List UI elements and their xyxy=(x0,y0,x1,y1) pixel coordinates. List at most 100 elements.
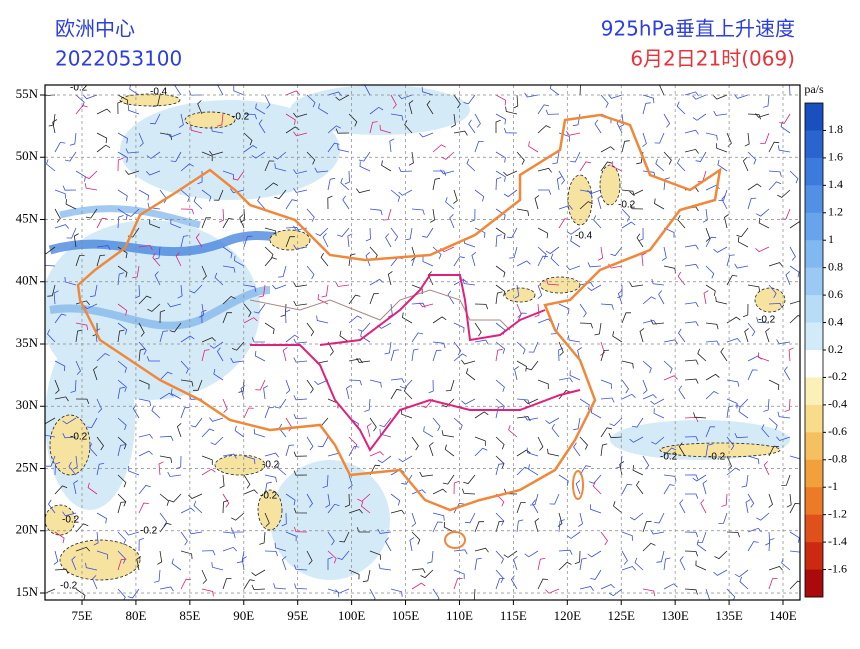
wind-barb xyxy=(175,252,182,267)
wind-barb xyxy=(705,373,720,381)
wind-barb xyxy=(347,233,353,248)
wind-barb xyxy=(282,347,288,362)
wind-barb xyxy=(629,512,644,521)
wind-barb xyxy=(75,588,86,600)
wind-barb xyxy=(570,236,581,248)
wind-barb xyxy=(768,170,782,177)
wind-barb xyxy=(257,196,266,210)
wind-barb xyxy=(138,132,144,147)
colorbar-label: -1.4 xyxy=(828,534,847,548)
left-subtitle: 2022053100 xyxy=(55,47,182,71)
wind-barb xyxy=(277,463,287,476)
wind-barb xyxy=(322,233,329,248)
wind-barb xyxy=(379,124,392,134)
wind-barb xyxy=(390,349,400,362)
wind-barb xyxy=(741,474,749,488)
wind-barb xyxy=(314,167,329,173)
wind-barb xyxy=(193,500,203,514)
wind-barb xyxy=(138,189,150,201)
wind-barb xyxy=(663,227,675,238)
wind-barb xyxy=(789,455,800,460)
wind-barb xyxy=(537,255,548,267)
wind-barb xyxy=(278,265,287,278)
wind-barb xyxy=(600,397,615,403)
y-tick-label: 25N xyxy=(16,459,39,474)
wind-barb xyxy=(700,499,707,514)
wind-barb xyxy=(474,557,482,571)
wind-barb xyxy=(96,463,105,476)
wind-barb xyxy=(146,170,161,176)
wind-barb xyxy=(747,322,756,337)
colorbar-swatch xyxy=(805,569,823,598)
wind-barb xyxy=(641,252,647,267)
wind-barb xyxy=(747,183,762,191)
wind-barb xyxy=(495,284,506,297)
wind-barb xyxy=(154,246,161,260)
wind-barb xyxy=(768,262,784,267)
wind-barb xyxy=(537,436,544,451)
wind-barb xyxy=(75,360,81,375)
wind-barb xyxy=(138,484,151,495)
wind-barb xyxy=(495,550,504,564)
wind-barb xyxy=(495,436,505,450)
wind-barb xyxy=(756,317,770,324)
wind-barb xyxy=(545,246,560,255)
wind-barb xyxy=(421,86,434,96)
wind-barb xyxy=(54,313,67,324)
wind-barb xyxy=(579,161,591,172)
wind-barb xyxy=(93,531,99,546)
wind-barb xyxy=(379,417,392,428)
wind-barb xyxy=(230,527,245,533)
wind-barb xyxy=(495,406,504,419)
contour-label: -0.2 xyxy=(232,112,250,123)
wind-barb xyxy=(381,160,392,172)
x-tick-label: 75E xyxy=(72,608,93,623)
wind-barb xyxy=(534,195,540,210)
wind-barb xyxy=(190,125,203,134)
wind-barb xyxy=(93,366,98,381)
wind-barb xyxy=(222,296,236,305)
wind-barb xyxy=(73,480,79,495)
y-tick-label: 45N xyxy=(16,210,39,225)
wind-barb xyxy=(365,252,371,267)
wind-barb xyxy=(684,302,699,308)
wind-barb xyxy=(692,113,707,121)
wind-barb xyxy=(408,100,414,115)
wind-barb xyxy=(272,284,287,290)
wind-barb xyxy=(474,113,481,128)
wind-barb xyxy=(566,130,581,136)
colorbar-swatch xyxy=(805,514,823,543)
wind-barb xyxy=(216,347,224,362)
wind-barb xyxy=(432,349,442,362)
colorbar-swatch xyxy=(805,130,823,159)
wind-barb xyxy=(516,312,527,324)
wind-barb xyxy=(339,330,350,343)
wind-barb xyxy=(366,423,372,438)
wind-barb xyxy=(85,208,98,219)
wind-barb xyxy=(569,370,581,381)
wind-barb xyxy=(230,188,245,194)
wind-barb xyxy=(495,463,504,476)
wind-barb xyxy=(426,100,434,115)
wind-barb xyxy=(46,455,56,467)
wind-barb xyxy=(495,265,506,278)
wind-barb xyxy=(684,531,699,538)
wind-barb xyxy=(726,467,741,476)
wind-barb xyxy=(96,144,111,153)
wind-barb xyxy=(222,546,238,552)
wind-barb xyxy=(70,379,77,393)
wind-barb xyxy=(159,522,172,533)
wind-barb xyxy=(327,341,334,356)
wind-barb xyxy=(495,379,505,392)
wind-barb xyxy=(597,194,603,210)
wind-barb xyxy=(768,493,773,508)
wind-barb xyxy=(404,120,413,134)
wind-barb xyxy=(365,227,371,242)
wind-barb xyxy=(210,126,224,134)
wind-barb xyxy=(369,550,381,560)
wind-barb xyxy=(631,417,644,428)
wind-barb xyxy=(684,148,699,154)
wind-barb xyxy=(175,455,182,470)
wind-barb xyxy=(378,563,392,571)
wind-barb xyxy=(125,530,140,536)
